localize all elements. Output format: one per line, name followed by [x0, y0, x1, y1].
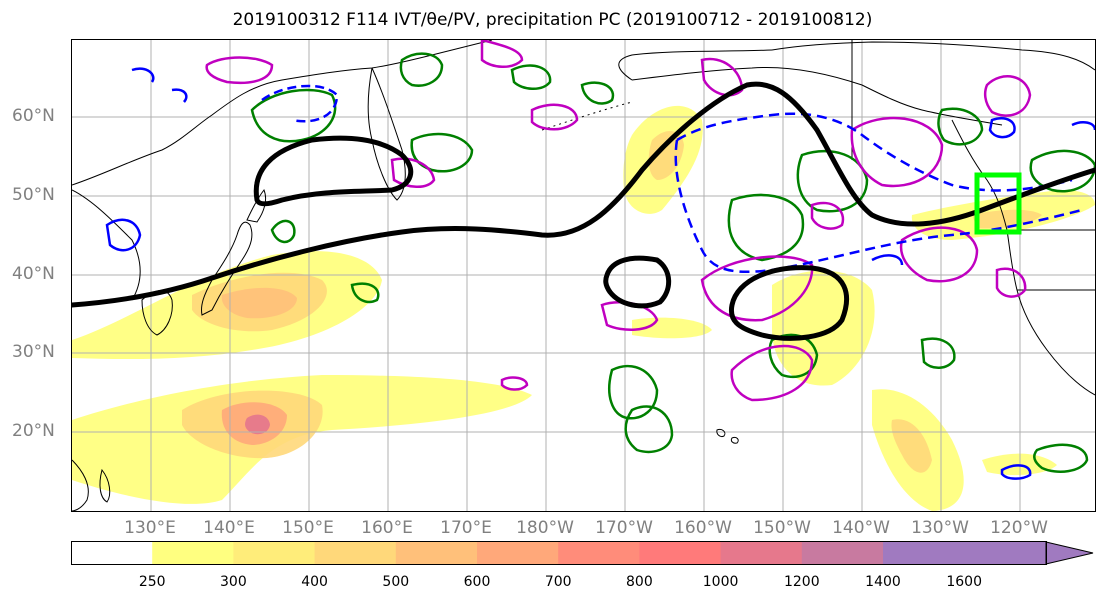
lon-label-140e: 140°E [203, 518, 255, 538]
colorbar-cell [233, 541, 316, 565]
colorbar-cell [883, 541, 965, 565]
colorbar-cell [801, 541, 884, 565]
colorbar-cell [395, 541, 478, 565]
lon-label-130w: 130°W [911, 518, 969, 538]
colorbar-cell [558, 541, 640, 565]
figure-title: 2019100312 F114 IVT/θe/PV, precipitation… [232, 10, 873, 30]
colorbar-tick-label: 1000 [702, 574, 739, 590]
colorbar-tick-label: 600 [463, 574, 491, 590]
highlight-box [974, 172, 1022, 235]
colorbar-cell [71, 541, 153, 565]
magenta-contours [205, 40, 1032, 402]
green-contours [250, 52, 1095, 473]
lon-label-180w: 180°W [516, 518, 574, 538]
lon-label-170w: 170°W [595, 518, 653, 538]
colorbar-tick-label: 800 [626, 574, 653, 590]
colorbar-tick-label: 500 [382, 574, 410, 590]
lat-label-50: 50°N [12, 185, 55, 205]
colorbar [71, 541, 1094, 565]
colorbar-tick-label: 1400 [865, 574, 901, 590]
lat-label-40: 40°N [12, 264, 55, 284]
colorbar-tick-label: 300 [220, 574, 247, 590]
colorbar-cell [720, 541, 803, 565]
colorbar-cell [964, 541, 1046, 565]
lon-label-150e: 150°E [282, 518, 334, 538]
colorbar-tick-label: 1200 [783, 574, 820, 590]
graticule-grid [72, 40, 1095, 511]
colorbar-tick-label: 1600 [946, 574, 983, 590]
colorbar-cell [639, 541, 722, 565]
lon-label-160e: 160°E [361, 518, 413, 538]
lon-label-150w: 150°W [753, 518, 811, 538]
lat-label-30: 30°N [12, 342, 55, 362]
jet-contours [72, 81, 1095, 341]
colorbar-tick-label: 250 [138, 574, 166, 590]
map-panel [71, 39, 1096, 512]
lat-label-60: 60°N [12, 106, 55, 126]
ivt-shading [72, 105, 1095, 511]
lon-label-120w: 120°W [990, 518, 1048, 538]
colorbar-tick-label: 400 [301, 574, 328, 590]
lon-label-130e: 130°E [124, 518, 176, 538]
colorbar-cell [477, 541, 559, 565]
colorbar-cell [314, 541, 397, 565]
lon-label-170e: 170°E [440, 518, 492, 538]
lat-label-20: 20°N [12, 421, 55, 441]
colorbar-tick-label: 700 [544, 574, 572, 590]
colorbar-cell [152, 541, 234, 565]
lon-label-160w: 160°W [674, 518, 732, 538]
lon-label-140w: 140°W [832, 518, 890, 538]
